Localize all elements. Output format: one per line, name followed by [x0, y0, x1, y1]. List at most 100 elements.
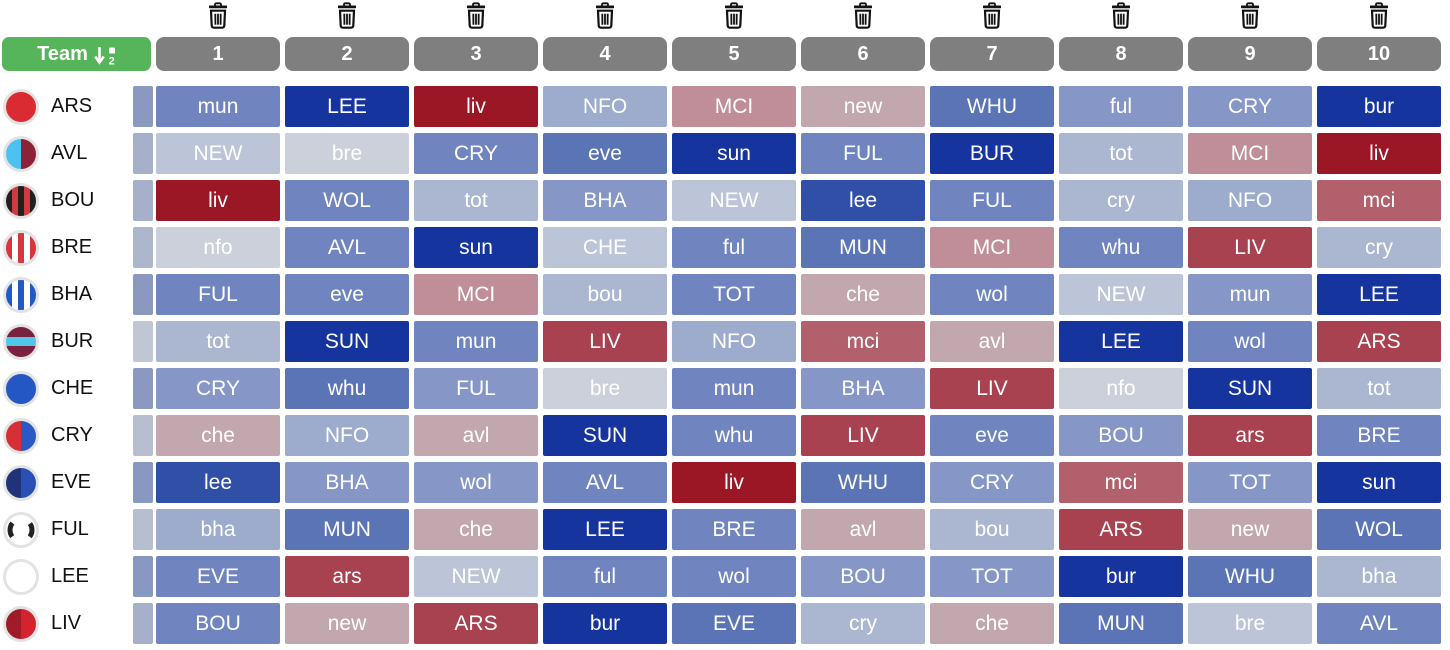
- trash-icon: [851, 2, 875, 30]
- fixture-cell-bur-gw3: mun: [414, 321, 538, 362]
- fixture-cell-ful-gw4: LEE: [543, 509, 667, 550]
- fixture-cell-ars-gw4: NFO: [543, 86, 667, 127]
- fixture-cell-eve-gw2: BHA: [285, 462, 409, 503]
- delete-gameweek-9-button[interactable]: [1188, 2, 1312, 30]
- fixture-cell-avl-gw6: FUL: [801, 133, 925, 174]
- gameweek-header-10[interactable]: 10: [1317, 37, 1441, 71]
- fixture-cell-bou-gw6: lee: [801, 180, 925, 221]
- fixture-cell-lee-gw6: BOU: [801, 556, 925, 597]
- sort-numeric-icon: 2: [94, 44, 116, 66]
- gameweek-header-4[interactable]: 4: [543, 37, 667, 71]
- fixture-cell-che-gw5: mun: [672, 368, 796, 409]
- fixture-cell-cry-gw6: LIV: [801, 415, 925, 456]
- bur-club-badge: [3, 324, 39, 360]
- fixture-cell-liv-gw2: new: [285, 603, 409, 644]
- fixture-cell-bou-gw8: cry: [1059, 180, 1183, 221]
- delete-gameweek-6-button[interactable]: [801, 2, 925, 30]
- row-edge-strip: [133, 556, 153, 597]
- fixture-cell-bha-gw6: che: [801, 274, 925, 315]
- fixture-cell-bre-gw5: ful: [672, 227, 796, 268]
- fixture-cell-lee-gw8: bur: [1059, 556, 1183, 597]
- gameweek-header-9[interactable]: 9: [1188, 37, 1312, 71]
- fixture-cell-lee-gw7: TOT: [930, 556, 1054, 597]
- bou-club-badge: [3, 183, 39, 219]
- gameweek-header-8[interactable]: 8: [1059, 37, 1183, 71]
- fixture-cell-bha-gw1: FUL: [156, 274, 280, 315]
- team-abbr: CHE: [51, 377, 93, 400]
- fixture-cell-eve-gw6: WHU: [801, 462, 925, 503]
- row-edge-strip: [133, 509, 153, 550]
- fixture-cell-bha-gw8: NEW: [1059, 274, 1183, 315]
- fixture-cell-liv-gw3: ARS: [414, 603, 538, 644]
- fixture-cell-avl-gw10: liv: [1317, 133, 1441, 174]
- fixture-cell-bur-gw7: avl: [930, 321, 1054, 362]
- delete-gameweek-10-button[interactable]: [1317, 2, 1441, 30]
- team-cell-che: CHE: [0, 368, 133, 409]
- fixture-cell-bre-gw4: CHE: [543, 227, 667, 268]
- gameweek-header-6[interactable]: 6: [801, 37, 925, 71]
- fixture-cell-bha-gw4: bou: [543, 274, 667, 315]
- team-abbr: ARS: [51, 95, 92, 118]
- team-cell-liv: LIV: [0, 603, 133, 644]
- fixture-cell-eve-gw5: liv: [672, 462, 796, 503]
- gameweek-header-7[interactable]: 7: [930, 37, 1054, 71]
- trash-icon: [722, 2, 746, 30]
- fixture-cell-liv-gw1: BOU: [156, 603, 280, 644]
- fixture-cell-cry-gw5: whu: [672, 415, 796, 456]
- delete-gameweek-2-button[interactable]: [285, 2, 409, 30]
- fixture-cell-ars-gw9: CRY: [1188, 86, 1312, 127]
- fixture-cell-bre-gw9: LIV: [1188, 227, 1312, 268]
- fixture-cell-ars-gw10: bur: [1317, 86, 1441, 127]
- team-cell-ful: FUL: [0, 509, 133, 550]
- delete-gameweek-7-button[interactable]: [930, 2, 1054, 30]
- fixture-cell-lee-gw5: wol: [672, 556, 796, 597]
- gameweek-header-3[interactable]: 3: [414, 37, 538, 71]
- team-cell-bur: BUR: [0, 321, 133, 362]
- gameweek-header-2[interactable]: 2: [285, 37, 409, 71]
- delete-gameweek-4-button[interactable]: [543, 2, 667, 30]
- fixture-cell-bre-gw7: MCI: [930, 227, 1054, 268]
- team-cell-bha: BHA: [0, 274, 133, 315]
- fixture-cell-ars-gw5: MCI: [672, 86, 796, 127]
- team-abbr: BRE: [51, 236, 92, 259]
- fixture-cell-bre-gw6: MUN: [801, 227, 925, 268]
- fixture-cell-ars-gw8: ful: [1059, 86, 1183, 127]
- fixture-cell-eve-gw8: mci: [1059, 462, 1183, 503]
- fixture-cell-ful-gw3: che: [414, 509, 538, 550]
- gameweek-header-5[interactable]: 5: [672, 37, 796, 71]
- fixture-cell-ful-gw5: BRE: [672, 509, 796, 550]
- fixture-cell-cry-gw9: ars: [1188, 415, 1312, 456]
- fixture-cell-lee-gw4: ful: [543, 556, 667, 597]
- fixture-cell-cry-gw2: NFO: [285, 415, 409, 456]
- fixture-cell-ful-gw10: WOL: [1317, 509, 1441, 550]
- fixture-cell-cry-gw4: SUN: [543, 415, 667, 456]
- team-abbr: LIV: [51, 612, 81, 635]
- fixture-cell-avl-gw3: CRY: [414, 133, 538, 174]
- delete-gameweek-8-button[interactable]: [1059, 2, 1183, 30]
- fixture-cell-bur-gw8: LEE: [1059, 321, 1183, 362]
- fixture-cell-liv-gw4: bur: [543, 603, 667, 644]
- team-abbr: BUR: [51, 330, 93, 353]
- fixture-cell-liv-gw10: AVL: [1317, 603, 1441, 644]
- fixture-cell-cry-gw8: BOU: [1059, 415, 1183, 456]
- fixture-cell-liv-gw5: EVE: [672, 603, 796, 644]
- team-sort-button[interactable]: Team 2: [2, 37, 151, 71]
- fixture-cell-avl-gw4: eve: [543, 133, 667, 174]
- gameweek-header-1[interactable]: 1: [156, 37, 280, 71]
- fixture-cell-che-gw2: whu: [285, 368, 409, 409]
- fixture-cell-bou-gw10: mci: [1317, 180, 1441, 221]
- delete-gameweek-3-button[interactable]: [414, 2, 538, 30]
- row-edge-strip: [133, 133, 153, 174]
- fixture-cell-bre-gw3: sun: [414, 227, 538, 268]
- fixture-cell-ars-gw3: liv: [414, 86, 538, 127]
- trash-icon: [1109, 2, 1133, 30]
- fixture-cell-bur-gw4: LIV: [543, 321, 667, 362]
- row-edge-strip: [133, 227, 153, 268]
- delete-gameweek-5-button[interactable]: [672, 2, 796, 30]
- delete-gameweek-1-button[interactable]: [156, 2, 280, 30]
